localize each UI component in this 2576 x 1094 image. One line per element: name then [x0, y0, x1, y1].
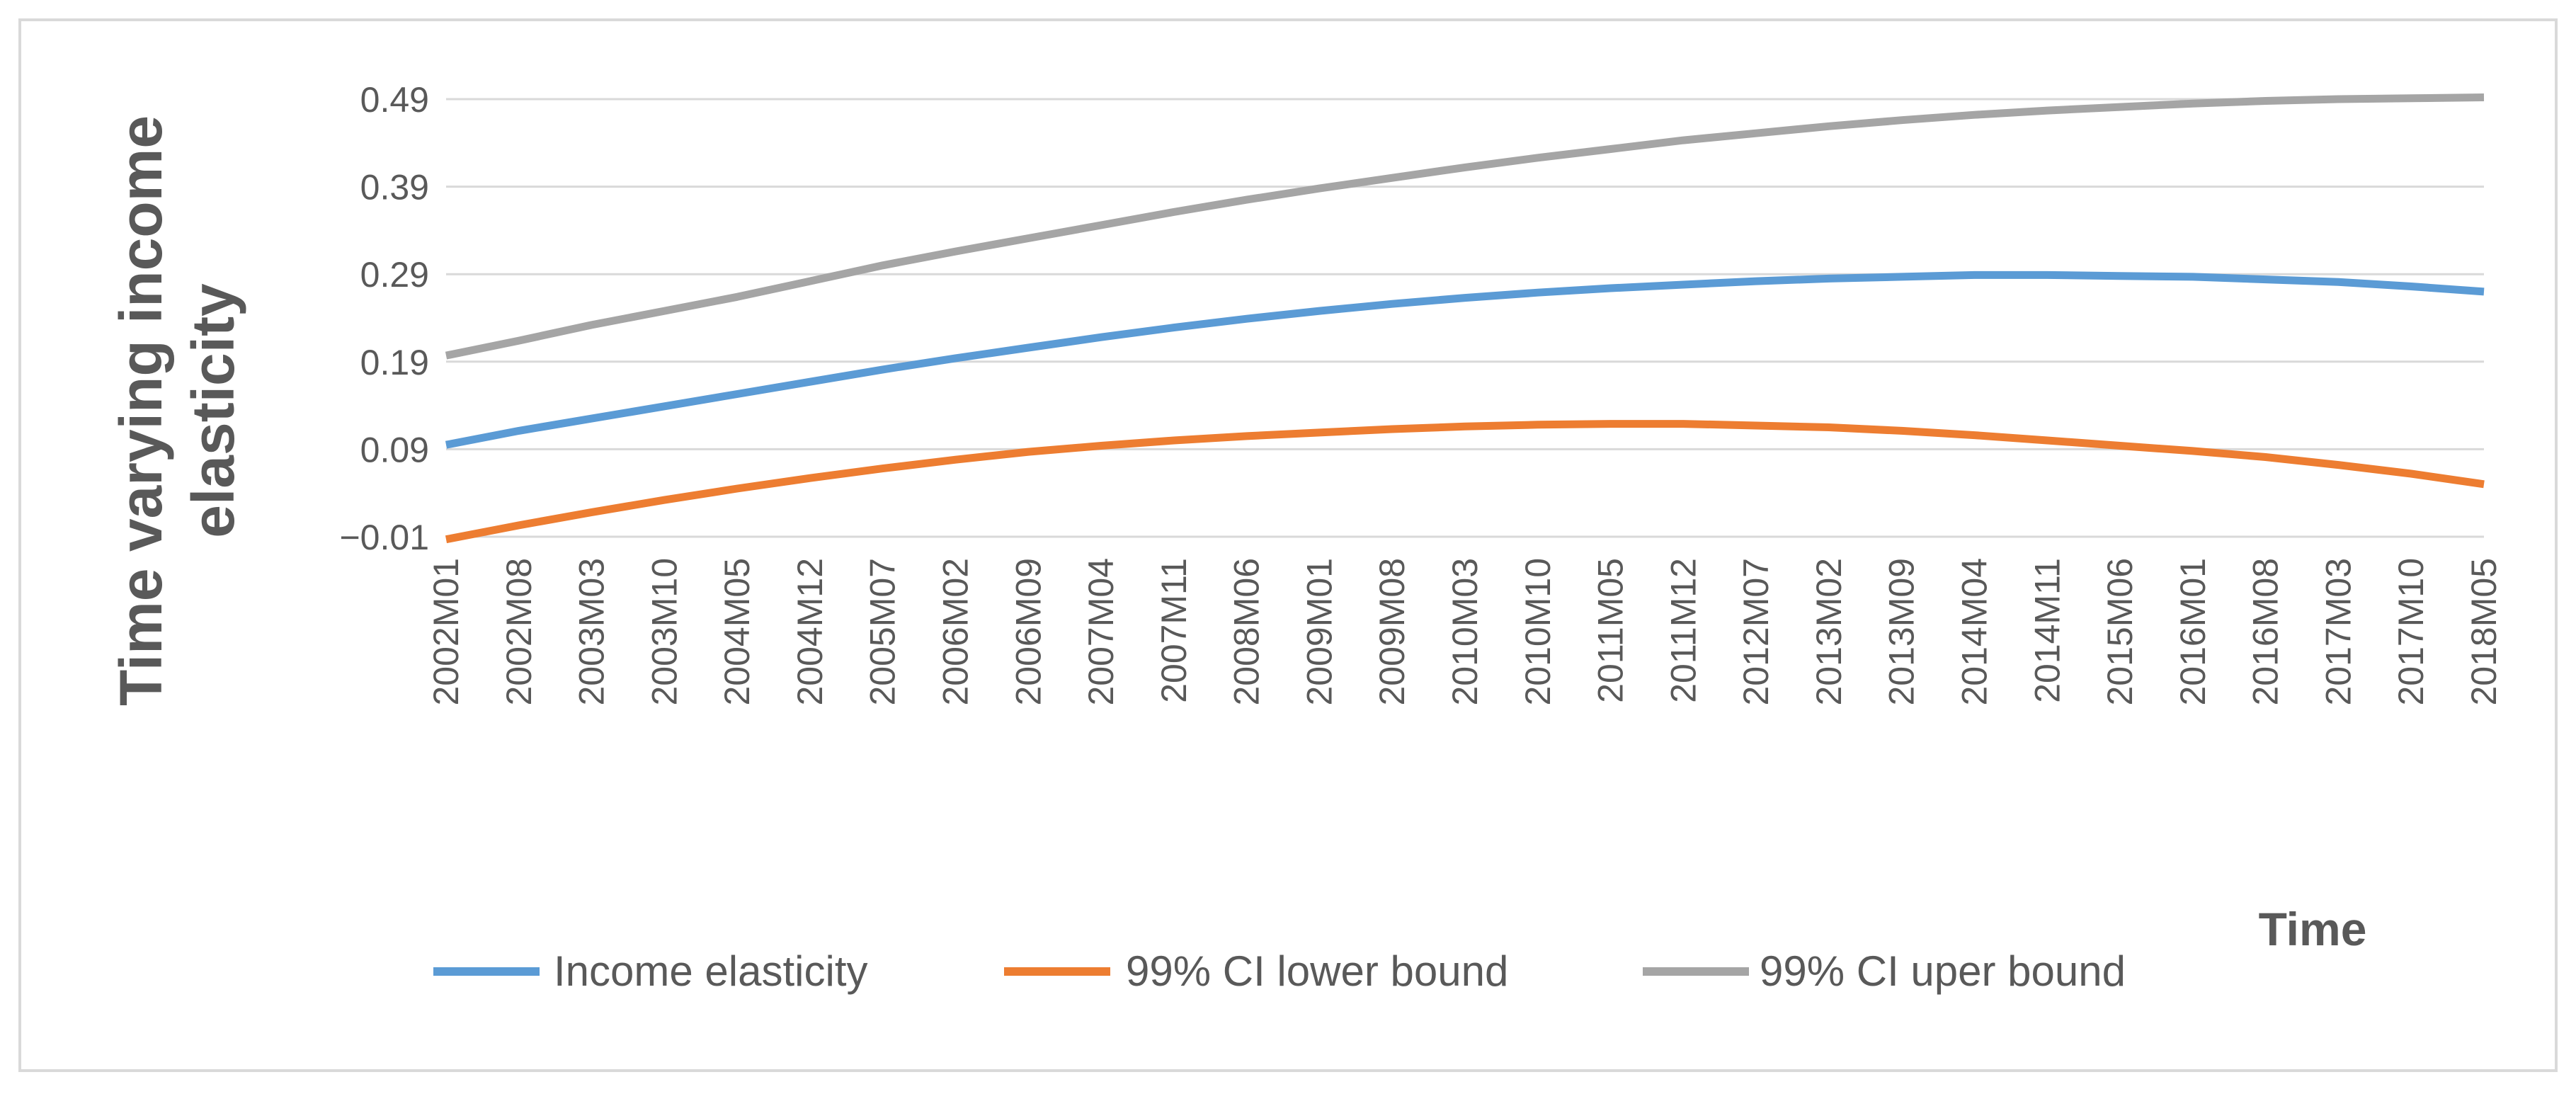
x-tick-label: 2002M08 [499, 558, 539, 706]
x-tick-label: 2007M11 [1154, 558, 1194, 703]
x-tick-layer: 2002M01 2002M08 2003M03 2003M10 2004M05 2004M… [426, 558, 2504, 706]
series-line-99-ci-lower-bound [445, 420, 2485, 544]
x-tick-label: 2018M05 [2464, 558, 2504, 706]
x-tick-label: 2009M01 [1299, 558, 1339, 706]
series-line-income-elasticity [445, 270, 2485, 449]
x-tick-label: 2006M02 [936, 558, 976, 706]
y-tick-label: 0.39 [360, 168, 429, 207]
x-tick-label: 2017M03 [2318, 558, 2358, 706]
x-tick-label: 2009M08 [1372, 558, 1412, 706]
x-tick-label: 2015M06 [2100, 558, 2140, 706]
y-tick-layer: 0.49 0.39 0.29 0.19 0.09 −0.01 [339, 80, 429, 557]
x-tick-label: 2003M03 [572, 558, 612, 706]
x-tick-label: 2006M09 [1008, 558, 1048, 706]
y-tick-label: 0.19 [360, 343, 429, 382]
y-axis-title-line2: elasticity [180, 283, 246, 538]
x-tick-label: 2012M07 [1736, 558, 1776, 706]
x-tick-label: 2004M05 [717, 558, 757, 706]
x-tick-label: 2016M01 [2173, 558, 2213, 706]
y-axis-title-line1: Time varying income [108, 115, 174, 706]
x-tick-label: 2008M06 [1227, 558, 1267, 706]
x-tick-label: 2011M12 [1663, 558, 1703, 703]
x-tick-label: 2010M03 [1445, 558, 1485, 706]
x-tick-label: 2014M11 [2027, 558, 2067, 703]
y-tick-label: −0.01 [339, 518, 429, 557]
x-tick-label: 2011M05 [1591, 558, 1631, 703]
legend-label: 99% CI lower bound [1126, 947, 1508, 995]
x-tick-label: 2003M10 [644, 558, 684, 706]
series-line-99-ci-uper-bound [445, 93, 2485, 360]
legend-label: 99% CI uper bound [1760, 947, 2126, 995]
x-axis-title: Time [2259, 903, 2367, 955]
x-tick-label: 2013M09 [1882, 558, 1922, 706]
x-tick-label: 2016M08 [2246, 558, 2286, 706]
x-tick-label: 2007M04 [1081, 558, 1121, 706]
y-tick-label: 0.09 [360, 430, 429, 469]
x-tick-label: 2014M04 [1955, 558, 1995, 706]
y-tick-label: 0.49 [360, 80, 429, 120]
x-tick-label: 2005M07 [863, 558, 903, 706]
x-tick-label: 2013M02 [1809, 558, 1849, 706]
legend-label: Income elasticity [554, 947, 868, 995]
y-tick-label: 0.29 [360, 255, 429, 295]
x-tick-label: 2017M10 [2391, 558, 2431, 706]
x-tick-label: 2010M10 [1518, 558, 1558, 706]
series-layer [445, 93, 2485, 544]
x-tick-label: 2004M12 [790, 558, 830, 706]
legend: Income elasticity 99% CI lower bound 99% C… [433, 947, 2126, 995]
x-tick-label: 2002M01 [426, 558, 466, 706]
